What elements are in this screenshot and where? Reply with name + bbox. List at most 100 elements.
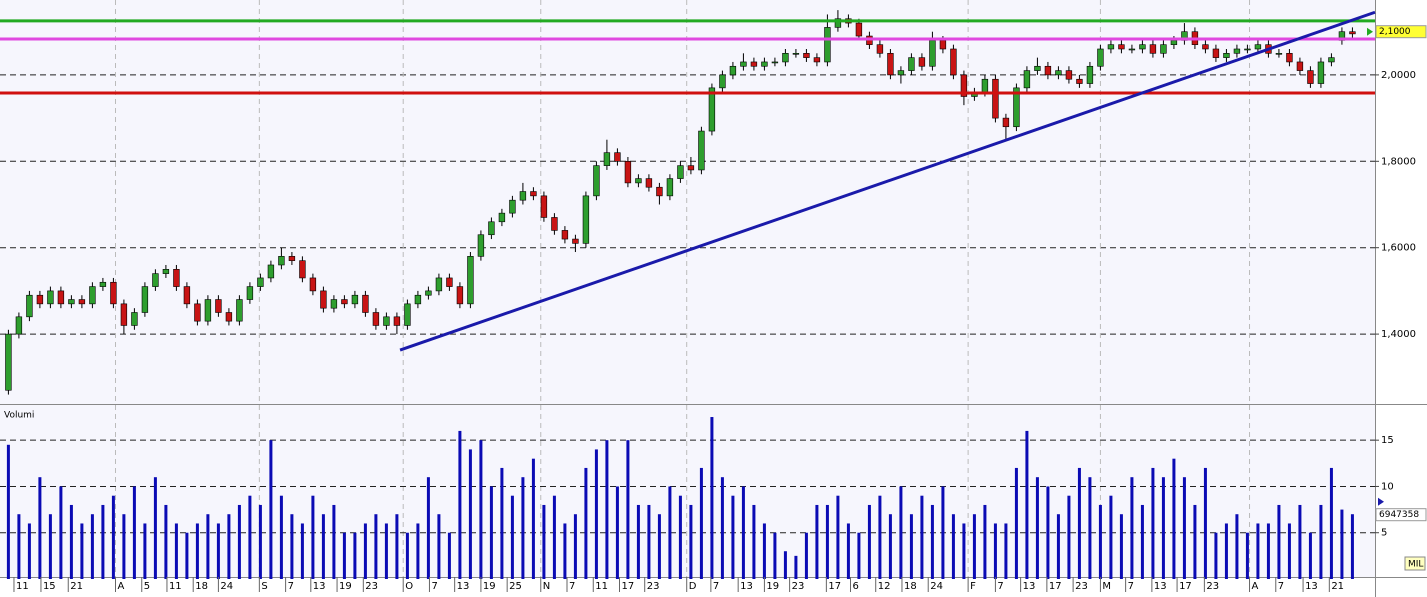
- volume-bar: [657, 514, 661, 579]
- volume-bar: [857, 532, 861, 579]
- candle-body: [677, 165, 684, 179]
- candle-body: [435, 277, 443, 292]
- x-tick-label: 23: [1075, 581, 1088, 592]
- volume-bar: [6, 444, 10, 579]
- candle-body: [519, 191, 527, 201]
- volume-bar: [1193, 504, 1197, 579]
- candle-body: [456, 286, 464, 305]
- candle-body: [1212, 48, 1220, 58]
- volume-title: Volumi: [4, 411, 34, 421]
- volume-bar: [783, 551, 787, 579]
- volume-bar: [101, 504, 105, 579]
- candle-body: [1328, 57, 1335, 63]
- x-tick-label: 17: [1179, 581, 1192, 592]
- volume-bar: [888, 514, 892, 579]
- last-price-box: [1375, 25, 1427, 39]
- volume-bar: [1140, 504, 1144, 579]
- price-panel: [0, 0, 1375, 404]
- candle-body: [603, 152, 611, 166]
- volume-bar: [626, 440, 630, 579]
- candle-body: [908, 57, 915, 71]
- unit-label: MIL: [1408, 560, 1423, 570]
- volume-bar: [521, 477, 525, 579]
- x-tick-label: 24: [220, 581, 233, 592]
- volume-bar: [1235, 514, 1239, 579]
- plot: [5, 10, 1356, 579]
- volume-bar: [17, 514, 21, 579]
- x-tick-label: 18: [904, 581, 917, 592]
- x-tick-label: 7: [288, 581, 294, 592]
- candle-body: [110, 281, 117, 305]
- x-tick-label: 7: [1128, 581, 1134, 592]
- volume-bar: [710, 417, 714, 579]
- candle-body: [236, 299, 243, 322]
- volume-bar: [941, 486, 945, 579]
- volume-bar: [1014, 467, 1018, 579]
- candle-body: [162, 269, 170, 274]
- candle-body: [960, 74, 968, 97]
- candle-body: [992, 78, 999, 119]
- y-tick-label: 2,0000: [1381, 70, 1416, 81]
- candle-body: [1044, 65, 1052, 76]
- x-tick-label: A: [118, 581, 125, 592]
- x-tick-label: N: [543, 581, 550, 592]
- candle-body: [792, 53, 800, 55]
- candle-body: [887, 53, 894, 76]
- candle-body: [257, 277, 264, 287]
- candle-body: [1107, 44, 1115, 50]
- volume-bar: [930, 504, 934, 579]
- volume-bar: [699, 467, 703, 579]
- last-price-arrow: [1367, 27, 1373, 36]
- x-tick-label: S: [261, 581, 267, 592]
- volume-bar: [489, 486, 493, 579]
- volume-bar: [563, 523, 567, 579]
- volume-bar: [636, 504, 640, 579]
- candle-body: [939, 40, 947, 50]
- volume-bar: [342, 532, 346, 579]
- candle-body: [1160, 44, 1167, 54]
- candle-body: [614, 152, 621, 162]
- candle-body: [582, 195, 590, 244]
- volume-bar: [878, 495, 882, 579]
- candle-body: [803, 53, 810, 58]
- volume-bar: [384, 523, 388, 579]
- candle-body: [1055, 70, 1062, 76]
- volume-bar: [552, 495, 556, 579]
- candle-body: [341, 299, 348, 305]
- volume-bar: [426, 477, 430, 579]
- volume-bar: [143, 523, 147, 579]
- candle-body: [1202, 44, 1209, 50]
- volume-bar: [206, 514, 210, 579]
- volume-bar: [1151, 467, 1155, 579]
- volume-bar: [90, 514, 94, 579]
- x-tick-label: 7: [431, 581, 437, 592]
- volume-bar: [668, 486, 672, 579]
- candle-body: [1244, 48, 1251, 51]
- volume-bar: [1098, 504, 1102, 579]
- candle-body: [204, 299, 212, 322]
- volume-bar: [80, 523, 84, 579]
- x-tick-label: 11: [16, 581, 29, 592]
- y-tick-label: 15: [1381, 435, 1394, 446]
- x-tick-label: D: [689, 581, 697, 592]
- candle-body: [1013, 87, 1020, 128]
- candle-body: [246, 286, 254, 300]
- volume-bar: [1109, 495, 1113, 579]
- volume-bar: [1340, 509, 1344, 579]
- volume-bar: [1266, 523, 1270, 579]
- volume-bar: [1287, 523, 1291, 579]
- candle-body: [624, 161, 632, 184]
- candle-body: [425, 290, 432, 296]
- candle-body: [446, 277, 453, 287]
- volume-bar: [332, 504, 336, 579]
- volume-bar: [300, 523, 304, 579]
- volume-panel: [0, 405, 1375, 577]
- x-tick-label: 5: [144, 581, 150, 592]
- candle-body: [330, 299, 338, 309]
- volume-bar: [164, 504, 168, 579]
- candle-body: [1076, 78, 1083, 84]
- y-tick-label: 5: [1381, 528, 1387, 539]
- volume-bar: [741, 486, 745, 579]
- candle-body: [656, 186, 663, 197]
